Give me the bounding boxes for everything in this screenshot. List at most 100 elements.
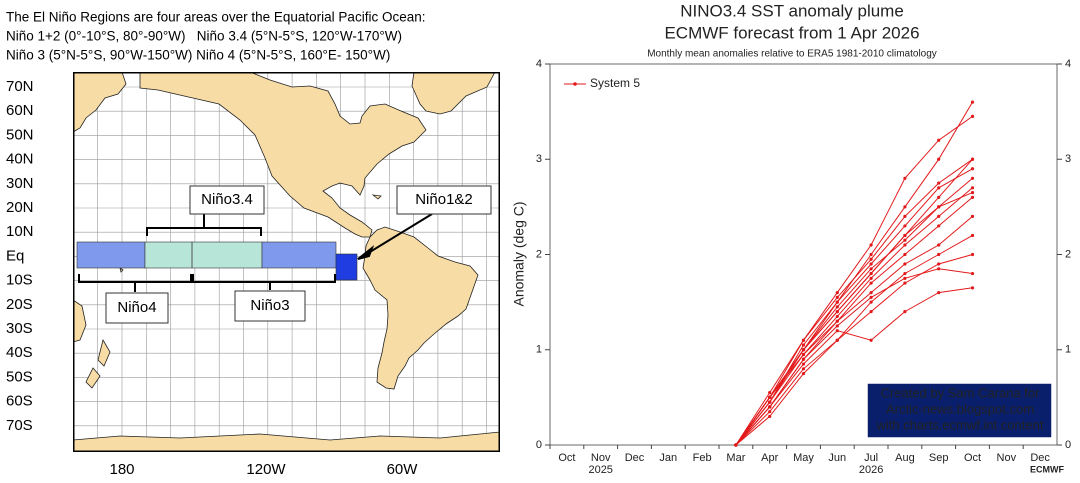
y2-tick-label: 1 xyxy=(1065,344,1071,356)
x-tick-label: Feb xyxy=(693,452,712,464)
x-tick-label: Dec xyxy=(1030,452,1050,464)
plume-point xyxy=(970,190,975,195)
plume-point xyxy=(869,295,873,299)
nino4-west xyxy=(76,241,146,269)
x-tick-label: Jan xyxy=(659,452,677,464)
plume-point xyxy=(801,338,806,342)
plume-point xyxy=(768,410,772,414)
lon-label: 180 xyxy=(109,461,134,478)
lat-label: 10N xyxy=(6,223,34,240)
plume-point xyxy=(869,243,873,247)
plume-point xyxy=(869,252,873,257)
greenland xyxy=(411,72,496,115)
region-label: Niño4 xyxy=(117,299,156,316)
plume-point xyxy=(970,167,975,171)
annotation-box xyxy=(866,382,1053,439)
plume-point xyxy=(903,205,907,209)
lon-labels: 180 120W 60W xyxy=(109,461,418,478)
lat-label: 40N xyxy=(6,151,34,168)
plume-point xyxy=(835,295,839,299)
legend-swatch-dot xyxy=(573,82,577,86)
x-tick-label: Dec xyxy=(625,452,645,464)
plume-member-line xyxy=(735,216,973,446)
plume-point xyxy=(903,276,907,280)
header-line: The El Niño Regions are four areas over … xyxy=(6,10,425,25)
x-tick-label: May xyxy=(793,452,814,464)
year-label: 2026 xyxy=(859,464,883,476)
lat-label: 30S xyxy=(6,320,33,337)
chart-note: Monthly mean anomalies relative to ERA5 … xyxy=(647,49,937,60)
nino3-east xyxy=(261,241,337,269)
plume-point xyxy=(869,281,873,285)
antarctica xyxy=(73,431,500,452)
lat-label: 30N xyxy=(6,175,34,192)
plume-member-line xyxy=(735,268,973,446)
logo: ECMWF xyxy=(1030,464,1064,474)
lat-label: 50N xyxy=(6,126,34,143)
plume-point xyxy=(937,243,941,247)
plume-point xyxy=(937,214,941,218)
lat-label: Eq xyxy=(6,247,24,264)
plume-point xyxy=(734,443,738,447)
y-axis-label: Anomaly (deg C) xyxy=(511,201,527,306)
plume-point xyxy=(801,352,806,357)
lat-label: 20S xyxy=(6,296,33,313)
region-label: Niño3.4 xyxy=(201,191,253,208)
south-america xyxy=(362,226,479,390)
y-tick-label: 0 xyxy=(536,439,542,451)
plume-member-line xyxy=(735,192,973,446)
plume-point xyxy=(970,176,975,180)
plume-point xyxy=(869,276,873,280)
plume-member-line xyxy=(735,234,973,446)
plume-point xyxy=(903,281,907,285)
plume-point xyxy=(835,324,839,328)
plume-point xyxy=(869,338,873,342)
region-label: Niño3 xyxy=(250,297,289,314)
header-line: Niño 3 (5°N-5°S, 90°W-150°W) Niño 4 (5°N… xyxy=(6,48,390,63)
plume-point xyxy=(970,233,975,238)
plume-point xyxy=(801,371,806,376)
australia-islands xyxy=(73,299,111,389)
plume-point xyxy=(768,405,772,409)
plume-point xyxy=(937,262,941,266)
region-label: Niño1&2 xyxy=(415,191,473,208)
plume-point xyxy=(903,233,907,238)
plume-point xyxy=(869,257,873,261)
lat-label: 20N xyxy=(6,199,34,216)
lat-label: 70S xyxy=(6,417,33,434)
plume-point xyxy=(970,100,975,104)
plume-point xyxy=(937,195,941,199)
lat-label: 40S xyxy=(6,344,33,361)
plume-point xyxy=(801,362,806,366)
x-tick-label: Mar xyxy=(726,452,745,464)
plume-point xyxy=(768,391,772,395)
nino12-box xyxy=(335,253,358,281)
plume-point xyxy=(970,214,975,218)
x-tick-label: Nov xyxy=(997,452,1017,464)
plume-point xyxy=(835,314,839,319)
annotation-text: Created by Sam Carana for xyxy=(881,385,1041,400)
plume-point xyxy=(970,271,975,276)
plume-point xyxy=(869,271,873,276)
x-tick-label: Oct xyxy=(964,452,981,464)
x-tick-label: Jun xyxy=(828,452,846,464)
y2-tick-label: 4 xyxy=(1065,58,1071,70)
plume-point xyxy=(835,300,839,304)
plume-point xyxy=(970,252,975,257)
asia xyxy=(73,72,127,133)
plume-point xyxy=(937,224,941,228)
plume-point xyxy=(937,157,941,161)
header-line: Niño 1+2 (0°-10°S, 80°-90°W) Niño 3.4 (5… xyxy=(6,29,402,44)
year-label: 2025 xyxy=(588,464,612,476)
plume-point xyxy=(835,310,839,314)
x-tick-label: Jul xyxy=(864,452,878,464)
plume-point xyxy=(903,310,907,314)
plume-point xyxy=(937,205,941,209)
annotation-text: with charts.ecmwf.int content xyxy=(876,417,1044,432)
plume-point xyxy=(903,252,907,257)
lat-label: 50S xyxy=(6,368,33,385)
plume-point xyxy=(903,271,907,276)
plume-point xyxy=(903,224,907,228)
